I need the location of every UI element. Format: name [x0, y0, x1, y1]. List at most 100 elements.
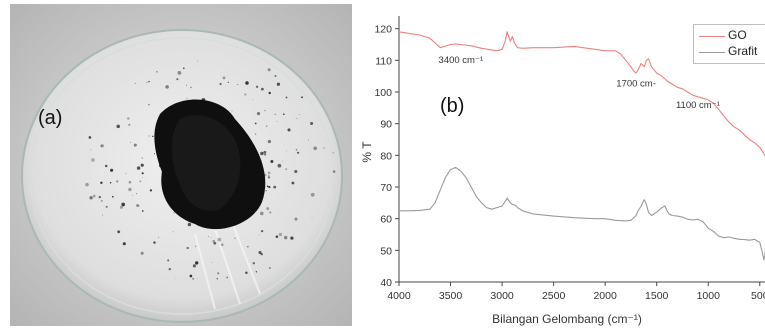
powder-speck	[283, 235, 288, 240]
powder-speck	[100, 181, 103, 185]
powder-speck	[116, 124, 120, 129]
y-tick-label: 40	[380, 277, 392, 289]
chart-series	[398, 31, 765, 261]
powder-speck	[207, 236, 209, 238]
powder-speck	[299, 114, 301, 116]
powder-speck	[176, 78, 179, 81]
powder-speck	[285, 96, 288, 99]
powder-speck	[264, 109, 266, 112]
powder-speck	[313, 146, 317, 151]
powder-speck	[177, 71, 182, 75]
powder-speck	[237, 84, 239, 85]
powder-speck	[264, 153, 267, 156]
series-line-grafit	[399, 166, 765, 261]
powder-speck	[247, 246, 249, 248]
powder-speck	[244, 93, 247, 96]
chart-legend: GO Grafit	[693, 24, 765, 64]
ftir-chart: 40 50 60 70 80 90 100 110 120 4000 3500 3000 2500 200…	[360, 16, 765, 326]
powder-speck	[141, 172, 144, 175]
petri-dish-inner-rim	[29, 37, 335, 315]
powder-speck	[130, 141, 132, 143]
powder-speck	[182, 67, 185, 70]
photo-panel-a: (a)	[10, 4, 352, 326]
powder-speck	[92, 194, 96, 198]
peak-annotation: 3400 cm⁻¹	[439, 55, 484, 66]
powder-speck	[186, 246, 189, 250]
x-tick-label: 500	[751, 290, 765, 302]
powder-speck	[222, 76, 226, 80]
powder-speck	[310, 122, 314, 125]
powder-speck	[217, 237, 222, 242]
powder-speck	[311, 217, 313, 219]
powder-speck	[268, 186, 271, 189]
powder-speck	[153, 153, 156, 155]
powder-speck	[128, 123, 131, 126]
powder-speck	[276, 82, 280, 86]
powder-speck	[187, 222, 192, 227]
peak-annotation: 1700 cm-	[616, 78, 656, 89]
powder-speck	[252, 262, 255, 265]
powder-speck	[270, 160, 274, 163]
powder-speck	[116, 180, 119, 183]
powder-speck	[213, 241, 217, 245]
powder-speck	[122, 242, 126, 246]
powder-speck	[282, 160, 284, 162]
powder-speck	[245, 81, 249, 85]
powder-speck	[245, 271, 248, 275]
y-tick-label: 90	[380, 119, 392, 131]
y-tick-label: 100	[374, 87, 392, 99]
powder-speck	[268, 175, 270, 177]
powder-speck	[85, 182, 89, 187]
powder-speck	[221, 243, 224, 246]
panel-a-label: (a)	[38, 107, 63, 129]
x-tick-label: 3000	[490, 290, 514, 302]
powder-speck	[100, 145, 102, 147]
powder-speck	[142, 177, 143, 178]
powder-speck	[273, 185, 277, 189]
powder-speck	[274, 113, 276, 115]
powder-speck	[323, 147, 325, 149]
powder-speck	[275, 235, 279, 239]
powder-speck	[290, 236, 294, 240]
powder-speck	[258, 250, 262, 255]
powder-speck	[140, 163, 144, 167]
powder-speck	[104, 164, 108, 168]
powder-speck	[190, 86, 192, 89]
powder-speck	[255, 271, 258, 273]
powder-speck	[91, 158, 95, 162]
powder-speck	[296, 117, 298, 120]
panel-b-label: (b)	[440, 95, 465, 117]
powder-speck	[186, 97, 188, 99]
powder-speck	[111, 195, 114, 198]
legend-swatch-grafit	[699, 52, 725, 53]
powder-speck	[294, 169, 298, 174]
powder-speck	[121, 202, 126, 207]
powder-speck	[260, 252, 263, 256]
petri-dish-photo	[10, 4, 352, 326]
powder-speck	[90, 149, 92, 151]
powder-speck	[266, 207, 270, 211]
powder-speck	[119, 205, 123, 209]
powder-speck	[268, 91, 271, 95]
powder-speck	[267, 176, 271, 179]
powder-speck	[141, 157, 143, 159]
powder-speck	[172, 231, 174, 233]
x-tick-label: 1000	[697, 290, 721, 302]
powder-speck	[186, 84, 187, 86]
powder-speck	[134, 83, 136, 84]
powder-speck	[216, 278, 218, 280]
powder-speck	[210, 237, 212, 238]
powder-speck	[294, 217, 298, 221]
x-tick-label: 2500	[542, 290, 566, 302]
powder-speck	[219, 82, 222, 86]
powder-speck	[136, 166, 141, 170]
powder-speck	[195, 245, 197, 247]
series-line-go	[398, 31, 765, 157]
powder-speck	[100, 144, 104, 148]
legend-swatch-go	[699, 36, 725, 37]
powder-speck	[196, 278, 198, 280]
powder-speck	[295, 148, 298, 151]
powder-speck	[165, 85, 169, 89]
y-axis-label: % T	[360, 141, 374, 163]
powder-speck	[267, 139, 272, 144]
